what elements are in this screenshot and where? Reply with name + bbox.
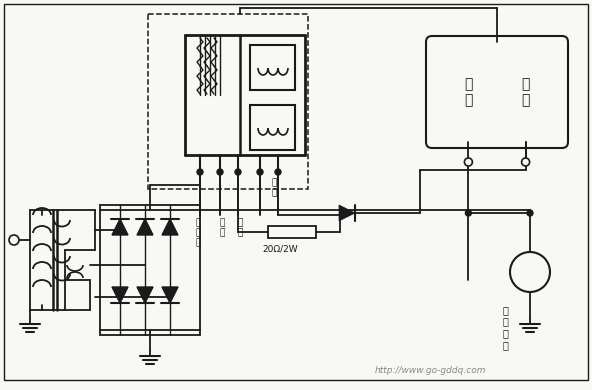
Polygon shape [162, 287, 178, 303]
Text: 点
火: 点 火 [272, 178, 278, 197]
FancyBboxPatch shape [426, 36, 568, 148]
Text: 20Ω/2W: 20Ω/2W [262, 245, 298, 254]
Bar [250, 105, 295, 150]
Circle shape [510, 252, 550, 292]
Bar [268, 226, 316, 238]
Circle shape [527, 210, 533, 216]
Polygon shape [112, 219, 128, 235]
Circle shape [522, 158, 530, 166]
Polygon shape [339, 205, 355, 221]
Text: 电
极: 电 极 [237, 218, 243, 238]
Circle shape [235, 169, 241, 175]
Polygon shape [137, 287, 153, 303]
Bar [100, 205, 200, 335]
Text: 电
池: 电 池 [219, 218, 225, 238]
Circle shape [9, 235, 19, 245]
Circle shape [197, 169, 203, 175]
Polygon shape [137, 219, 153, 235]
Bar [148, 14, 308, 189]
Circle shape [275, 169, 281, 175]
Text: 起
动
机: 起 动 机 [195, 218, 201, 248]
Circle shape [217, 169, 223, 175]
Text: A: A [524, 264, 536, 280]
Polygon shape [112, 287, 128, 303]
Circle shape [465, 210, 471, 216]
Circle shape [464, 158, 472, 166]
Text: 用
电
设
备: 用 电 设 备 [502, 305, 508, 350]
Text: 磁
场: 磁 场 [464, 77, 472, 107]
Bar [250, 45, 295, 90]
Text: http://www.go-gddq.com: http://www.go-gddq.com [374, 366, 486, 375]
Polygon shape [162, 219, 178, 235]
Circle shape [257, 169, 263, 175]
Text: 火
线: 火 线 [522, 77, 530, 107]
